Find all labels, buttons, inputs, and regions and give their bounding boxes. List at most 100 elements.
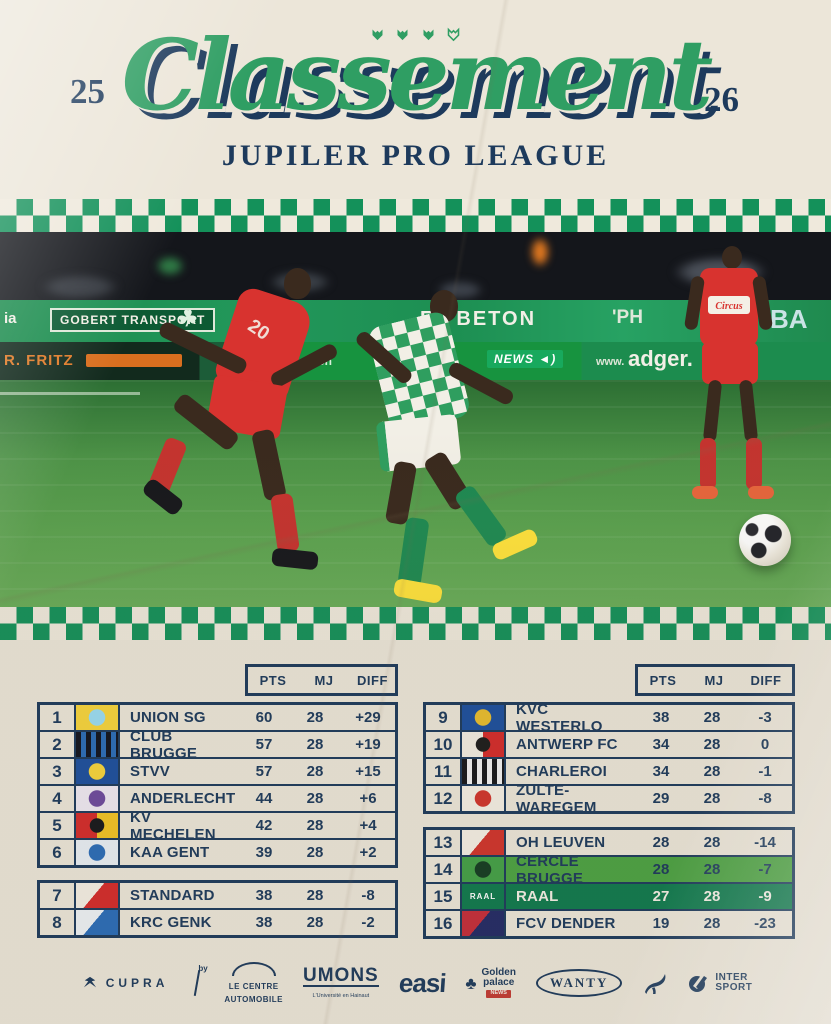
- matches-played-value: 28: [686, 884, 738, 909]
- puma-cat-icon: [645, 974, 666, 994]
- ad-text: ia: [4, 310, 17, 327]
- club-name: STANDARD: [130, 887, 215, 904]
- sponsor-label: AUTOMOBILE: [224, 995, 283, 1004]
- table-row: 12 ZULTE-WAREGEM 29 28 -8: [426, 781, 792, 816]
- ad-text-partial: www.: [596, 356, 625, 368]
- matches-played-value: 28: [306, 709, 324, 726]
- matches-played-value: 28: [306, 914, 324, 931]
- club-name: ZULTE-WAREGEM: [516, 781, 597, 816]
- poster-title: Classement: [121, 18, 714, 132]
- club-crest: [76, 786, 120, 811]
- column-diff: DIFF: [750, 672, 782, 688]
- points-value: 44: [255, 790, 273, 807]
- matches-played-value: 28: [703, 790, 721, 807]
- matches-played-value: 28: [703, 736, 721, 753]
- club-name: OH LEUVEN: [516, 834, 606, 851]
- checker-border-bottom: [0, 607, 831, 640]
- match-photo: ia GOBERT TRANSPORT ☘ FA BETON 'PH BA R.…: [0, 232, 831, 607]
- ad-fritz: R. FRITZ: [4, 352, 74, 369]
- table-row: 2 CLUB BRUGGE 57 28 +19: [40, 727, 395, 762]
- intersport-swoosh-icon: [689, 974, 708, 992]
- club-name: CLUB BRUGGE: [130, 727, 198, 762]
- club-crest: [462, 911, 506, 936]
- club-crest: [76, 705, 120, 730]
- goal-diff-value: -14: [754, 834, 776, 851]
- goal-diff-value: -2: [361, 914, 375, 931]
- club-name: CERCLE BRUGGE: [506, 853, 636, 887]
- table-row: 10 ANTWERP FC 34 28 0: [426, 732, 792, 759]
- ad-text-partial: 'PH: [612, 307, 643, 328]
- pitch-line: [0, 392, 140, 395]
- sponsor-label: LE CENTRE: [228, 982, 279, 991]
- standings-group-13-16: 13 OH LEUVEN 28 28 -14 14 CERCLE BRUGGE …: [423, 827, 795, 939]
- player-sock: [700, 438, 716, 490]
- player-shirt: Circus: [700, 268, 758, 346]
- club-crest: [76, 910, 120, 935]
- goal-diff-value: +6: [359, 790, 377, 807]
- club-crest: [462, 786, 506, 811]
- club-crest: [462, 705, 506, 730]
- sponsor-label: easi: [397, 967, 447, 998]
- goal-diff-value: -9: [738, 884, 792, 909]
- sponsor-label: WANTY: [549, 975, 609, 990]
- club-crest: [462, 759, 506, 784]
- position-cell: 3: [40, 759, 76, 784]
- checker-border-top: [0, 199, 831, 232]
- by-label: by: [198, 964, 208, 973]
- position-cell: 8: [40, 910, 76, 935]
- season-year-end: 26: [704, 80, 739, 119]
- sponsor-label: UMONS: [303, 965, 379, 988]
- fox-head-icon: [423, 29, 434, 41]
- position-cell: 9: [426, 705, 462, 730]
- football: [739, 514, 791, 566]
- position-cell: 5: [40, 813, 76, 838]
- sponsor-label: CUPRA: [105, 976, 169, 990]
- column-pts: PTS: [649, 672, 677, 688]
- position-cell: 1: [40, 705, 76, 730]
- column-mj: MJ: [704, 672, 724, 688]
- goal-diff-value: +29: [355, 709, 381, 726]
- fox-head-icon: [372, 29, 383, 41]
- divider-line: [194, 970, 201, 996]
- points-value: 38: [255, 914, 273, 931]
- points-value: 38: [255, 887, 273, 904]
- table-row: 8 KRC GENK 38 28 -2: [40, 910, 395, 935]
- shamrock-icon: ☘: [178, 306, 198, 331]
- matches-played-value: 28: [306, 817, 324, 834]
- matches-played-value: 28: [306, 763, 324, 780]
- car-arc-icon: [231, 962, 276, 976]
- matches-played-value: 28: [703, 915, 721, 932]
- stats-header-left: PTS MJ DIFF: [245, 664, 398, 696]
- club-crest: [76, 759, 120, 784]
- sponsor-cupra: CUPRA: [79, 976, 169, 990]
- standings-group-1-6: 1 UNION SG 60 28 +29 2 CLUB BRUGGE 57 28…: [37, 702, 398, 868]
- matches-played-value: 28: [703, 763, 721, 780]
- club-name: KVC WESTERLO: [516, 700, 603, 735]
- matches-played-value: 28: [306, 844, 324, 861]
- matches-played-value: 28: [306, 887, 324, 904]
- sponsor-tagline: L'Université en Hainaut: [312, 993, 370, 1000]
- goal-diff-value: +19: [355, 736, 381, 753]
- points-value: 34: [652, 736, 670, 753]
- club-crest: [76, 813, 120, 838]
- club-crest: RAAL: [462, 884, 506, 909]
- standings-group-9-12: 9 KVC WESTERLO 38 28 -3 10 ANTWERP FC 34…: [423, 700, 795, 816]
- position-cell: 4: [40, 786, 76, 811]
- ad-gobert-transport: GOBERT TRANSPORT: [50, 308, 216, 332]
- points-value: 19: [652, 915, 670, 932]
- sponsor-umons: UMONS L'Université en Hainaut: [303, 966, 379, 1000]
- club-crest: [76, 883, 120, 908]
- position-cell: 7: [40, 883, 76, 908]
- by-divider: by: [188, 964, 208, 998]
- position-cell: 16: [426, 911, 462, 936]
- table-row: 13 OH LEUVEN 28 28 -14: [426, 830, 792, 857]
- stats-header-right: PTS MJ DIFF: [635, 664, 795, 696]
- table-row: 9 KVC WESTERLO 38 28 -3: [426, 700, 792, 735]
- points-value: 29: [652, 790, 670, 807]
- goal-diff-value: -1: [758, 763, 772, 780]
- points-value: 39: [255, 844, 273, 861]
- sponsor-label: SPORT: [715, 982, 753, 993]
- sponsor-le-centre-automobile: LE CENTRE AUTOMOBILE: [224, 962, 283, 1004]
- ornament-row: [0, 27, 831, 45]
- table-row: 14 CERCLE BRUGGE 28 28 -7: [426, 853, 792, 887]
